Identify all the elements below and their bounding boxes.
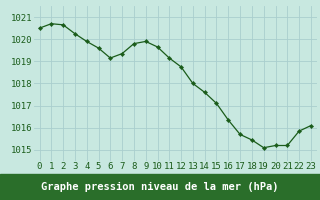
- Text: Graphe pression niveau de la mer (hPa): Graphe pression niveau de la mer (hPa): [41, 182, 279, 192]
